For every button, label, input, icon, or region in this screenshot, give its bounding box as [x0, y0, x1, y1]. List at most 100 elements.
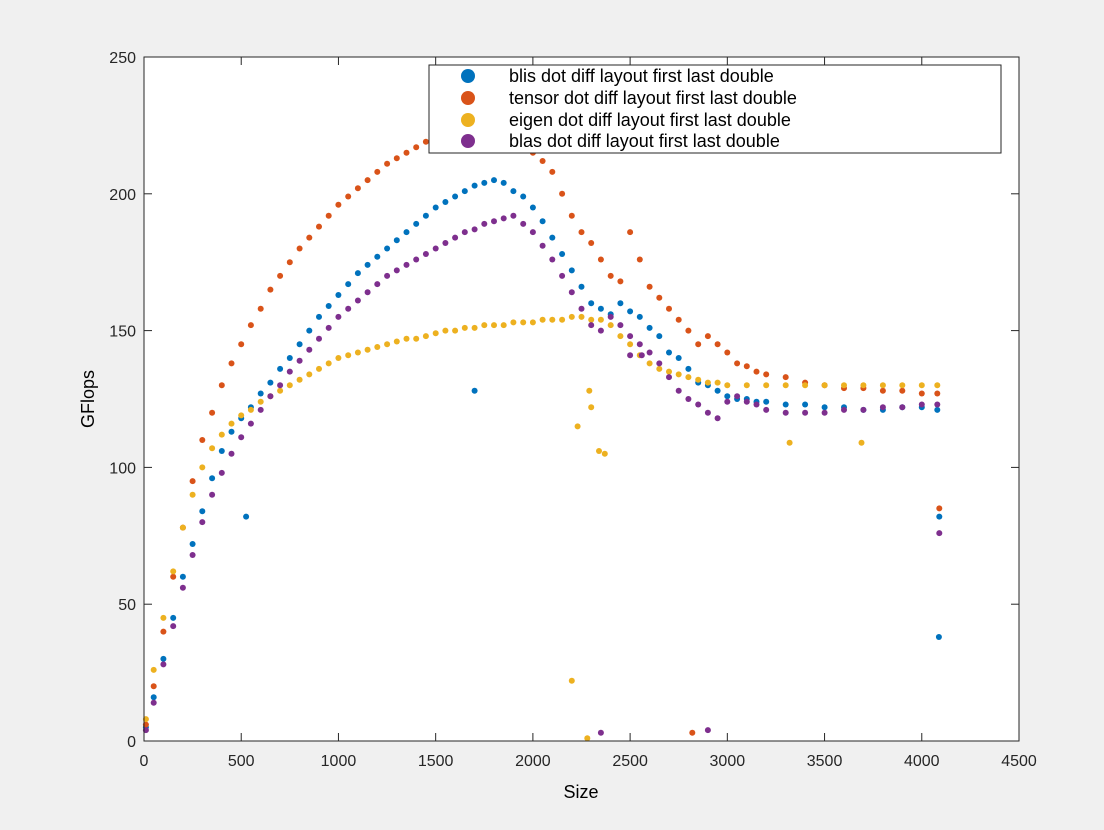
data-point [422, 251, 429, 257]
data-point [189, 552, 196, 558]
data-point [617, 300, 624, 307]
data-point [452, 193, 459, 200]
data-point [879, 404, 886, 411]
data-point [588, 316, 595, 323]
data-point [179, 584, 186, 591]
x-tick-label: 1000 [321, 753, 357, 770]
data-point [936, 530, 943, 537]
data-point [936, 513, 943, 520]
y-tick-label: 250 [109, 50, 136, 67]
data-point [335, 313, 342, 320]
data-point [607, 313, 614, 320]
data-point [199, 437, 206, 443]
data-point [675, 355, 682, 361]
data-point [704, 409, 711, 416]
data-point [393, 237, 400, 244]
x-tick-label: 3500 [807, 753, 843, 770]
data-point [802, 401, 809, 408]
data-point [568, 313, 575, 320]
data-point [170, 568, 177, 575]
data-point [316, 365, 322, 372]
data-point [286, 382, 293, 389]
data-point [471, 182, 478, 189]
data-point [675, 316, 682, 323]
data-point [597, 316, 604, 323]
data-point [782, 382, 789, 389]
data-point [471, 324, 478, 331]
data-point [325, 360, 332, 367]
data-point [374, 344, 381, 350]
data-point [559, 272, 566, 279]
data-point [689, 729, 696, 736]
data-point [491, 322, 497, 329]
data-point [267, 286, 274, 293]
data-point [403, 229, 410, 236]
legend-label-blis: blis dot diff layout first last double [509, 66, 774, 86]
data-point [627, 229, 634, 236]
x-tick-label: 2500 [612, 753, 648, 770]
data-point [277, 382, 284, 389]
data-point [568, 212, 575, 219]
data-point [636, 313, 643, 320]
data-point [267, 379, 274, 386]
data-point [393, 338, 400, 345]
x-tick-label: 4500 [1001, 753, 1037, 770]
data-point [627, 352, 634, 359]
data-point [918, 401, 925, 408]
data-point [374, 253, 381, 260]
data-point [597, 305, 604, 312]
data-point [656, 333, 663, 340]
series-group [142, 313, 941, 742]
data-point [646, 283, 653, 290]
data-point [238, 341, 245, 348]
data-point [685, 327, 692, 334]
data-point [786, 439, 793, 446]
data-point [879, 387, 886, 394]
data-points-layer [142, 119, 943, 742]
data-point [539, 218, 546, 225]
data-point [150, 666, 157, 673]
data-point [384, 341, 391, 348]
data-point [858, 439, 865, 446]
x-axis-label: Size [563, 782, 598, 802]
legend-box [428, 64, 1002, 154]
legend-marker-eigen [461, 113, 475, 127]
data-point [247, 420, 254, 427]
data-point [685, 365, 692, 372]
data-point [666, 374, 672, 381]
data-point [568, 267, 575, 274]
data-point [685, 396, 692, 402]
data-point [763, 371, 770, 378]
data-point [597, 729, 604, 736]
data-point [170, 623, 177, 630]
data-point [170, 573, 177, 580]
y-tick-label: 100 [109, 460, 136, 477]
data-point [899, 387, 906, 394]
data-point [306, 234, 313, 241]
data-point [899, 382, 906, 389]
data-point [596, 448, 602, 454]
data-point [316, 223, 322, 230]
data-point [413, 220, 420, 227]
data-point [413, 256, 420, 263]
legend: blis dot diff layout first last double t… [428, 64, 1002, 154]
data-point [782, 401, 789, 408]
data-point [364, 289, 371, 296]
data-point [568, 677, 575, 684]
data-point [228, 428, 235, 435]
data-point [617, 278, 624, 285]
data-point [574, 423, 581, 430]
data-point [403, 149, 410, 156]
data-point [364, 177, 371, 184]
data-point [296, 357, 303, 364]
data-point [685, 374, 692, 381]
data-point [529, 204, 536, 211]
data-point [316, 335, 322, 342]
data-point [277, 272, 284, 279]
data-point [500, 215, 507, 222]
data-point [247, 322, 254, 329]
data-point [607, 322, 614, 329]
data-point [588, 404, 595, 411]
data-point [549, 168, 556, 175]
data-point [228, 420, 235, 427]
